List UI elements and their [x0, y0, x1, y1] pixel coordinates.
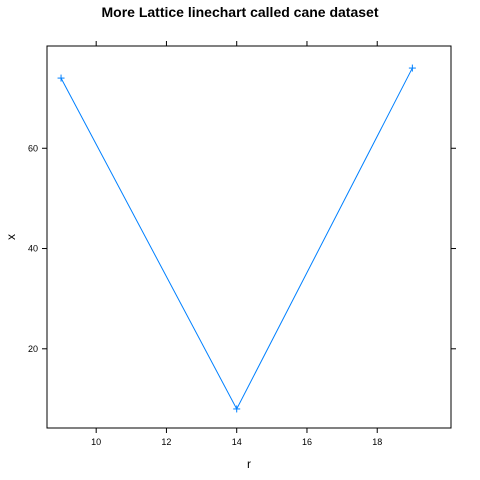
x-tick-label: 12	[161, 437, 171, 447]
y-axis: 20 40 60	[28, 143, 456, 354]
series-line-0	[60, 67, 413, 411]
data-point-0	[57, 74, 65, 82]
y-tick-label: 40	[28, 244, 38, 254]
plot-frame	[46, 45, 452, 429]
x-tick-label: 16	[302, 437, 312, 447]
x-axis: 10 12 14 16 18	[91, 41, 382, 447]
y-axis-label: x	[4, 234, 18, 240]
data-point-2	[408, 64, 416, 72]
x-tick-label: 10	[91, 437, 101, 447]
x-tick-label: 18	[372, 437, 382, 447]
x-tick-label: 14	[232, 437, 242, 447]
chart-title: More Lattice linechart called cane datas…	[102, 4, 379, 20]
y-tick-label: 20	[28, 344, 38, 354]
x-axis-label: r	[247, 457, 251, 471]
data-point-1	[233, 405, 241, 413]
series-layer	[57, 64, 416, 413]
y-tick-label: 60	[28, 143, 38, 153]
